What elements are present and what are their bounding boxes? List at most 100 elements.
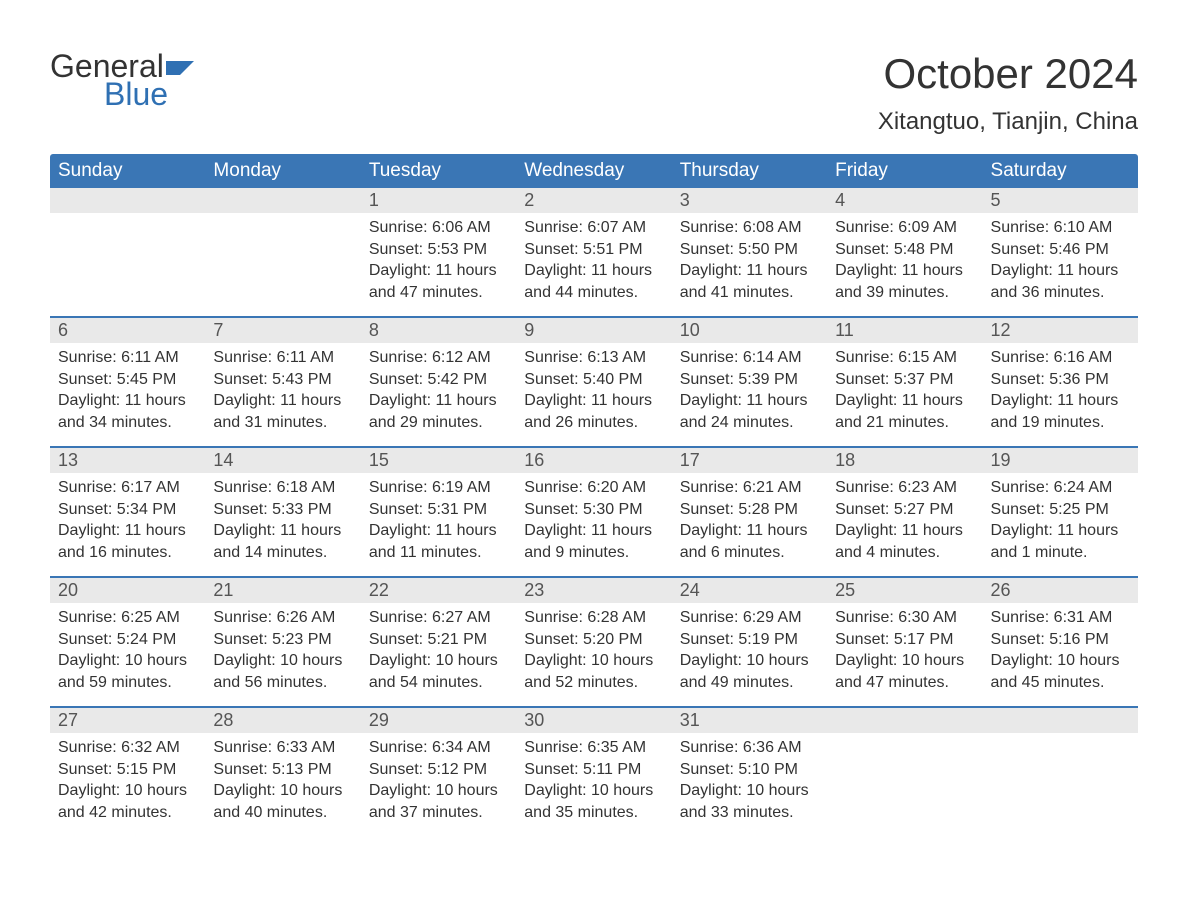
day-number: 13 bbox=[50, 448, 205, 473]
day-details: Sunrise: 6:32 AMSunset: 5:15 PMDaylight:… bbox=[50, 733, 205, 833]
day-number: 1 bbox=[361, 188, 516, 213]
month-title: October 2024 bbox=[878, 50, 1138, 98]
sunrise-line: Sunrise: 6:24 AM bbox=[991, 477, 1130, 499]
calendar-day: 16Sunrise: 6:20 AMSunset: 5:30 PMDayligh… bbox=[516, 448, 671, 576]
calendar-day: 24Sunrise: 6:29 AMSunset: 5:19 PMDayligh… bbox=[672, 578, 827, 706]
daylight-line: Daylight: 10 hours and 49 minutes. bbox=[680, 650, 819, 693]
sunset-line: Sunset: 5:36 PM bbox=[991, 369, 1130, 391]
day-number: 29 bbox=[361, 708, 516, 733]
sunrise-line: Sunrise: 6:20 AM bbox=[524, 477, 663, 499]
sunrise-line: Sunrise: 6:36 AM bbox=[680, 737, 819, 759]
day-number: 16 bbox=[516, 448, 671, 473]
sunrise-line: Sunrise: 6:21 AM bbox=[680, 477, 819, 499]
day-details: Sunrise: 6:12 AMSunset: 5:42 PMDaylight:… bbox=[361, 343, 516, 443]
day-number: 20 bbox=[50, 578, 205, 603]
day-number: 22 bbox=[361, 578, 516, 603]
daylight-line: Daylight: 10 hours and 35 minutes. bbox=[524, 780, 663, 823]
calendar-day: 30Sunrise: 6:35 AMSunset: 5:11 PMDayligh… bbox=[516, 708, 671, 836]
weekday-header: Thursday bbox=[672, 154, 827, 188]
day-number: 26 bbox=[983, 578, 1138, 603]
sunset-line: Sunset: 5:43 PM bbox=[213, 369, 352, 391]
weekday-header: Sunday bbox=[50, 154, 205, 188]
day-number: 15 bbox=[361, 448, 516, 473]
sunrise-line: Sunrise: 6:09 AM bbox=[835, 217, 974, 239]
flag-icon bbox=[166, 57, 196, 77]
day-details: Sunrise: 6:24 AMSunset: 5:25 PMDaylight:… bbox=[983, 473, 1138, 573]
day-details: Sunrise: 6:31 AMSunset: 5:16 PMDaylight:… bbox=[983, 603, 1138, 703]
sunrise-line: Sunrise: 6:12 AM bbox=[369, 347, 508, 369]
sunset-line: Sunset: 5:15 PM bbox=[58, 759, 197, 781]
day-details: Sunrise: 6:29 AMSunset: 5:19 PMDaylight:… bbox=[672, 603, 827, 703]
daylight-line: Daylight: 10 hours and 47 minutes. bbox=[835, 650, 974, 693]
day-number: 24 bbox=[672, 578, 827, 603]
sunrise-line: Sunrise: 6:19 AM bbox=[369, 477, 508, 499]
weekday-header: Saturday bbox=[983, 154, 1138, 188]
day-details: Sunrise: 6:34 AMSunset: 5:12 PMDaylight:… bbox=[361, 733, 516, 833]
sunset-line: Sunset: 5:53 PM bbox=[369, 239, 508, 261]
sunset-line: Sunset: 5:45 PM bbox=[58, 369, 197, 391]
calendar-day: 15Sunrise: 6:19 AMSunset: 5:31 PMDayligh… bbox=[361, 448, 516, 576]
calendar-week: 13Sunrise: 6:17 AMSunset: 5:34 PMDayligh… bbox=[50, 446, 1138, 576]
day-details: Sunrise: 6:10 AMSunset: 5:46 PMDaylight:… bbox=[983, 213, 1138, 313]
day-details: Sunrise: 6:08 AMSunset: 5:50 PMDaylight:… bbox=[672, 213, 827, 313]
sunset-line: Sunset: 5:16 PM bbox=[991, 629, 1130, 651]
day-number: 10 bbox=[672, 318, 827, 343]
sunrise-line: Sunrise: 6:29 AM bbox=[680, 607, 819, 629]
day-details: Sunrise: 6:23 AMSunset: 5:27 PMDaylight:… bbox=[827, 473, 982, 573]
daylight-line: Daylight: 10 hours and 54 minutes. bbox=[369, 650, 508, 693]
header: General Blue October 2024 Xitangtuo, Tia… bbox=[50, 50, 1138, 136]
day-number bbox=[50, 188, 205, 213]
daylight-line: Daylight: 11 hours and 6 minutes. bbox=[680, 520, 819, 563]
sunrise-line: Sunrise: 6:35 AM bbox=[524, 737, 663, 759]
calendar-week: 27Sunrise: 6:32 AMSunset: 5:15 PMDayligh… bbox=[50, 706, 1138, 836]
sunrise-line: Sunrise: 6:23 AM bbox=[835, 477, 974, 499]
day-number: 2 bbox=[516, 188, 671, 213]
daylight-line: Daylight: 11 hours and 44 minutes. bbox=[524, 260, 663, 303]
day-number: 12 bbox=[983, 318, 1138, 343]
daylight-line: Daylight: 11 hours and 26 minutes. bbox=[524, 390, 663, 433]
calendar-day: 17Sunrise: 6:21 AMSunset: 5:28 PMDayligh… bbox=[672, 448, 827, 576]
calendar-day: 9Sunrise: 6:13 AMSunset: 5:40 PMDaylight… bbox=[516, 318, 671, 446]
day-number: 17 bbox=[672, 448, 827, 473]
calendar-day: 10Sunrise: 6:14 AMSunset: 5:39 PMDayligh… bbox=[672, 318, 827, 446]
calendar-day: 8Sunrise: 6:12 AMSunset: 5:42 PMDaylight… bbox=[361, 318, 516, 446]
brand-word2: Blue bbox=[104, 78, 196, 110]
calendar-day: 7Sunrise: 6:11 AMSunset: 5:43 PMDaylight… bbox=[205, 318, 360, 446]
day-details: Sunrise: 6:07 AMSunset: 5:51 PMDaylight:… bbox=[516, 213, 671, 313]
sunrise-line: Sunrise: 6:26 AM bbox=[213, 607, 352, 629]
sunset-line: Sunset: 5:21 PM bbox=[369, 629, 508, 651]
calendar: Sunday Monday Tuesday Wednesday Thursday… bbox=[50, 154, 1138, 836]
sunset-line: Sunset: 5:24 PM bbox=[58, 629, 197, 651]
weekday-header: Monday bbox=[205, 154, 360, 188]
calendar-day: 12Sunrise: 6:16 AMSunset: 5:36 PMDayligh… bbox=[983, 318, 1138, 446]
sunrise-line: Sunrise: 6:28 AM bbox=[524, 607, 663, 629]
calendar-day bbox=[827, 708, 982, 836]
day-details: Sunrise: 6:25 AMSunset: 5:24 PMDaylight:… bbox=[50, 603, 205, 703]
day-details: Sunrise: 6:14 AMSunset: 5:39 PMDaylight:… bbox=[672, 343, 827, 443]
day-details: Sunrise: 6:26 AMSunset: 5:23 PMDaylight:… bbox=[205, 603, 360, 703]
calendar-day: 23Sunrise: 6:28 AMSunset: 5:20 PMDayligh… bbox=[516, 578, 671, 706]
daylight-line: Daylight: 10 hours and 40 minutes. bbox=[213, 780, 352, 823]
calendar-day: 6Sunrise: 6:11 AMSunset: 5:45 PMDaylight… bbox=[50, 318, 205, 446]
daylight-line: Daylight: 11 hours and 41 minutes. bbox=[680, 260, 819, 303]
calendar-week: 1Sunrise: 6:06 AMSunset: 5:53 PMDaylight… bbox=[50, 188, 1138, 316]
sunset-line: Sunset: 5:42 PM bbox=[369, 369, 508, 391]
calendar-day: 2Sunrise: 6:07 AMSunset: 5:51 PMDaylight… bbox=[516, 188, 671, 316]
weekday-header: Wednesday bbox=[516, 154, 671, 188]
brand-logo: General Blue bbox=[50, 50, 196, 110]
day-number: 3 bbox=[672, 188, 827, 213]
sunrise-line: Sunrise: 6:08 AM bbox=[680, 217, 819, 239]
day-details: Sunrise: 6:19 AMSunset: 5:31 PMDaylight:… bbox=[361, 473, 516, 573]
calendar-day: 20Sunrise: 6:25 AMSunset: 5:24 PMDayligh… bbox=[50, 578, 205, 706]
day-details: Sunrise: 6:21 AMSunset: 5:28 PMDaylight:… bbox=[672, 473, 827, 573]
day-details: Sunrise: 6:06 AMSunset: 5:53 PMDaylight:… bbox=[361, 213, 516, 313]
daylight-line: Daylight: 11 hours and 39 minutes. bbox=[835, 260, 974, 303]
day-number: 9 bbox=[516, 318, 671, 343]
calendar-day: 14Sunrise: 6:18 AMSunset: 5:33 PMDayligh… bbox=[205, 448, 360, 576]
day-details: Sunrise: 6:20 AMSunset: 5:30 PMDaylight:… bbox=[516, 473, 671, 573]
sunset-line: Sunset: 5:23 PM bbox=[213, 629, 352, 651]
sunrise-line: Sunrise: 6:15 AM bbox=[835, 347, 974, 369]
sunset-line: Sunset: 5:30 PM bbox=[524, 499, 663, 521]
sunrise-line: Sunrise: 6:30 AM bbox=[835, 607, 974, 629]
calendar-day: 28Sunrise: 6:33 AMSunset: 5:13 PMDayligh… bbox=[205, 708, 360, 836]
